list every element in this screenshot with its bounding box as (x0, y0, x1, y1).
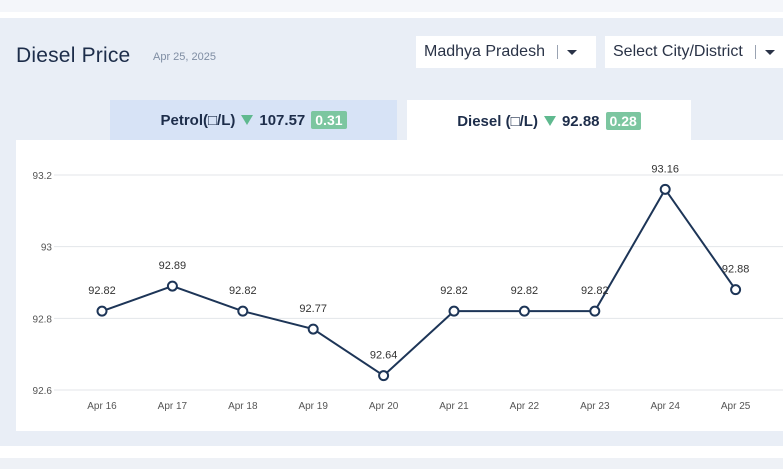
down-triangle-icon (543, 116, 556, 126)
x-tick-label: Apr 19 (298, 401, 328, 412)
price-line-chart: 93.2 93 92.8 92.6 Apr 16 Apr 17 Apr 18 Apr 19 Ap… (33, 163, 783, 412)
series-line (101, 187, 737, 377)
data-point (518, 305, 530, 317)
y-tick-label: 92.8 (33, 314, 53, 325)
data-label: 93.16 (651, 163, 679, 175)
city-select[interactable]: Select City/District (605, 36, 783, 68)
x-tick-label: Apr 20 (369, 401, 399, 412)
data-point (448, 305, 460, 317)
down-triangle-icon (241, 115, 254, 125)
x-tick-label: Apr 24 (650, 401, 680, 412)
tab-diesel-price: 92.88 (561, 112, 600, 130)
data-label: 92.82 (440, 285, 468, 297)
chart-card: 93.2 93 92.8 92.6 Apr 16 Apr 17 Apr 18 Apr 19 Ap… (16, 140, 783, 431)
y-tick-label: 93.2 (33, 171, 53, 182)
data-point (378, 370, 390, 382)
state-select[interactable]: Madhya Pradesh (416, 36, 596, 68)
data-point (307, 323, 319, 335)
x-tick-label: Apr 18 (228, 401, 258, 412)
y-tick-label: 93 (41, 243, 53, 254)
data-point (589, 305, 601, 317)
top-strip (0, 0, 783, 12)
data-label: 92.77 (299, 303, 327, 315)
tab-diesel[interactable]: Diesel (□/L) 92.88 0.28 (407, 100, 691, 142)
bottom-strip (0, 458, 783, 469)
city-select-value: Select City/District (613, 43, 743, 60)
tab-diesel-label: Diesel (□/L) (457, 112, 538, 130)
y-tick-label: 92.6 (33, 386, 53, 397)
tab-diesel-change-badge: 0.28 (605, 112, 641, 130)
x-tick-label: Apr 16 (87, 401, 117, 412)
chevron-down-icon (764, 49, 775, 55)
x-tick-label: Apr 25 (721, 401, 751, 412)
data-point (237, 305, 249, 317)
data-label: 92.82 (511, 285, 539, 297)
data-label: 92.82 (88, 285, 116, 297)
tab-petrol-label: Petrol(□/L) (160, 111, 236, 129)
data-label: 92.82 (229, 285, 257, 297)
data-point (166, 280, 178, 292)
select-separator (556, 45, 558, 59)
x-tick-label: Apr 17 (158, 401, 188, 412)
chevron-down-icon (566, 49, 577, 55)
data-point (659, 183, 671, 195)
data-point (96, 305, 108, 317)
state-select-value: Madhya Pradesh (424, 43, 545, 60)
data-label: 92.64 (370, 350, 398, 362)
page-title: Diesel Price (16, 44, 131, 67)
tab-petrol-price: 107.57 (259, 111, 306, 129)
data-label: 92.82 (581, 285, 609, 297)
x-tick-label: Apr 21 (439, 401, 469, 412)
x-tick-label: Apr 22 (510, 401, 540, 412)
data-label: 92.88 (722, 264, 750, 276)
tab-petrol-change-badge: 0.31 (311, 111, 347, 129)
data-label: 92.89 (159, 260, 187, 272)
price-date: Apr 25, 2025 (153, 51, 216, 63)
select-separator (754, 45, 756, 59)
tab-petrol[interactable]: Petrol(□/L) 107.57 0.31 (110, 100, 397, 140)
x-tick-label: Apr 23 (580, 401, 610, 412)
data-point (730, 284, 742, 296)
